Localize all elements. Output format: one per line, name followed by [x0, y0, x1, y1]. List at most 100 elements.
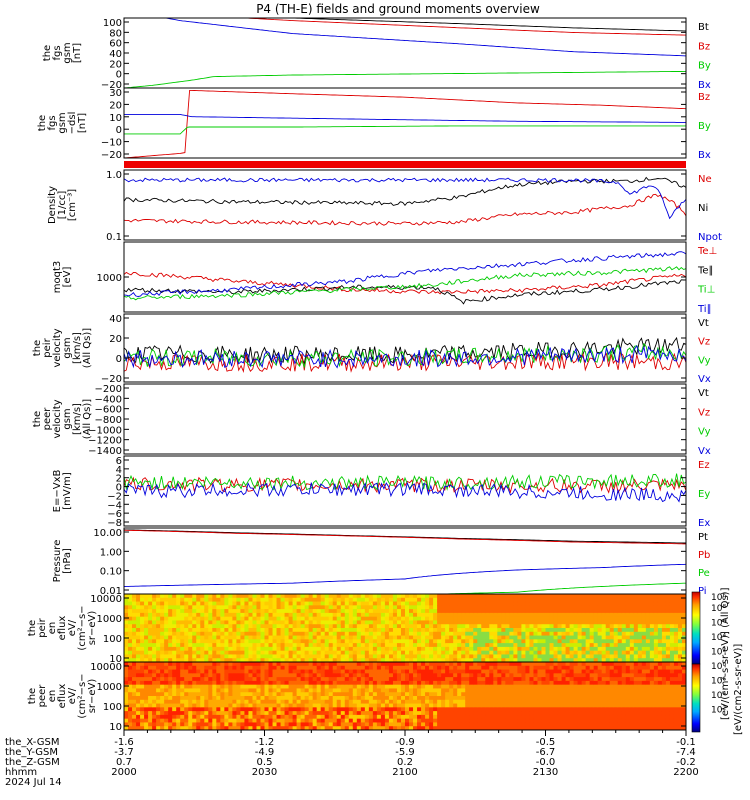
spectrogram-cell: [348, 616, 354, 621]
spectrogram-cell: [645, 643, 651, 648]
spectrogram-cell: [661, 658, 667, 663]
spectrogram-cell: [256, 609, 261, 614]
spectrogram-cell: [320, 692, 326, 697]
spectrogram-cell: [344, 714, 350, 720]
spectrogram-cell: [164, 718, 169, 723]
spectrogram-cell: [136, 699, 141, 705]
spectrogram-cell: [417, 609, 422, 614]
spectrogram-cell: [577, 714, 583, 720]
spectrogram-cell: [413, 643, 418, 648]
spectrogram-cell: [545, 726, 551, 731]
spectrogram-cell: [320, 680, 326, 686]
spectrogram-cell: [140, 673, 145, 678]
spectrogram-cell: [601, 718, 607, 723]
spectrogram-cell: [164, 609, 169, 614]
spectrogram-cell: [665, 620, 671, 625]
spectrogram-cell: [661, 628, 667, 633]
spectrogram-cell: [184, 680, 189, 686]
spectrogram-cell: [252, 650, 257, 655]
spectrogram-cell: [421, 688, 426, 693]
spectrogram-cell: [517, 677, 522, 682]
spectrogram-cell: [176, 635, 181, 640]
spectrogram-cell: [376, 628, 382, 633]
spectrogram-cell: [485, 594, 490, 599]
spectrogram-cell: [617, 597, 623, 603]
spectrogram-cell: [545, 692, 551, 697]
spectrogram-cell: [425, 662, 430, 667]
spectrogram-cell: [533, 654, 538, 659]
spectrogram-cell: [232, 692, 237, 697]
spectrogram-cell: [545, 609, 551, 614]
spectrogram-cell: [172, 601, 177, 606]
spectrogram-cell: [172, 714, 177, 720]
spectrogram-cell: [673, 605, 679, 610]
spectrogram-cell: [433, 707, 438, 712]
spectrogram-cell: [308, 643, 314, 648]
spectrogram-cell: [248, 605, 253, 610]
spectrogram-cell: [417, 673, 422, 678]
spectrogram-cell: [272, 692, 278, 697]
spectrogram-cell: [144, 726, 149, 731]
spectrogram-cell: [312, 628, 318, 633]
spectrogram-cell: [324, 594, 330, 599]
spectrogram-cell: [392, 673, 398, 678]
spectrogram-cell: [324, 643, 330, 648]
spectrogram-cell: [336, 650, 342, 655]
spectrogram-cell: [417, 616, 422, 621]
spectrogram-cell: [589, 654, 595, 659]
spectrogram-cell: [132, 688, 137, 693]
spectrogram-cell: [344, 718, 350, 723]
spectrogram-cell: [409, 628, 414, 633]
spectrogram-cell: [585, 684, 591, 689]
spectrogram-cell: [501, 612, 506, 618]
spectrogram-cell: [260, 646, 265, 652]
spectrogram-cells: [124, 662, 687, 731]
spectrogram-cell: [392, 597, 398, 603]
spectrogram-cell: [284, 711, 290, 716]
spectrogram-cell: [388, 654, 394, 659]
spectrogram-cell: [292, 722, 298, 727]
spectrogram-cell: [376, 696, 382, 701]
spectrogram-cell: [521, 616, 526, 621]
spectrogram-cell: [140, 714, 145, 720]
y-tick-label: −20: [101, 80, 122, 91]
y-axis-label-line: peir: [37, 617, 48, 637]
spectrogram-cell: [517, 665, 522, 671]
spectrogram-cell: [413, 699, 418, 705]
spectrogram-cell: [437, 673, 442, 678]
spectrogram-cell: [240, 605, 245, 610]
spectrogram-cell: [433, 714, 438, 720]
spectrogram-cell: [360, 696, 366, 701]
spectrogram-cell: [425, 601, 430, 606]
spectrogram-cell: [497, 692, 502, 697]
spectrogram-cell: [288, 669, 294, 674]
spectrogram-cell: [437, 707, 442, 712]
spectrogram-cell: [332, 665, 338, 671]
spectrogram-cell: [356, 616, 362, 621]
spectrogram-cell: [501, 605, 506, 610]
spectrogram-cell: [557, 624, 563, 629]
spectrogram-cell: [641, 620, 647, 625]
spectrogram-cell: [453, 711, 458, 716]
spectrogram-cell: [124, 594, 129, 599]
spectrogram-cell: [276, 665, 282, 671]
spectrogram-cell: [477, 669, 482, 674]
spectrogram-cell: [160, 654, 165, 659]
spectrogram-cell: [312, 597, 318, 603]
spectrogram-cell: [425, 665, 430, 671]
spectrogram-cell: [609, 699, 615, 705]
spectrogram-cell: [132, 605, 137, 610]
y-tick-label: 60: [109, 39, 122, 50]
spectrogram-cell: [312, 707, 318, 712]
spectrogram-cell: [605, 654, 611, 659]
spectrogram-cell: [605, 703, 611, 708]
spectrogram-cell: [244, 628, 249, 633]
spectrogram-cell: [308, 692, 314, 697]
spectrogram-cell: [517, 714, 522, 720]
spectrogram-cell: [521, 605, 526, 610]
spectrogram-cell: [557, 639, 563, 644]
spectrogram-cell: [437, 718, 442, 723]
spectrogram-cell: [461, 650, 466, 655]
spectrogram-cell: [200, 669, 205, 674]
spectrogram-cell: [425, 711, 430, 716]
